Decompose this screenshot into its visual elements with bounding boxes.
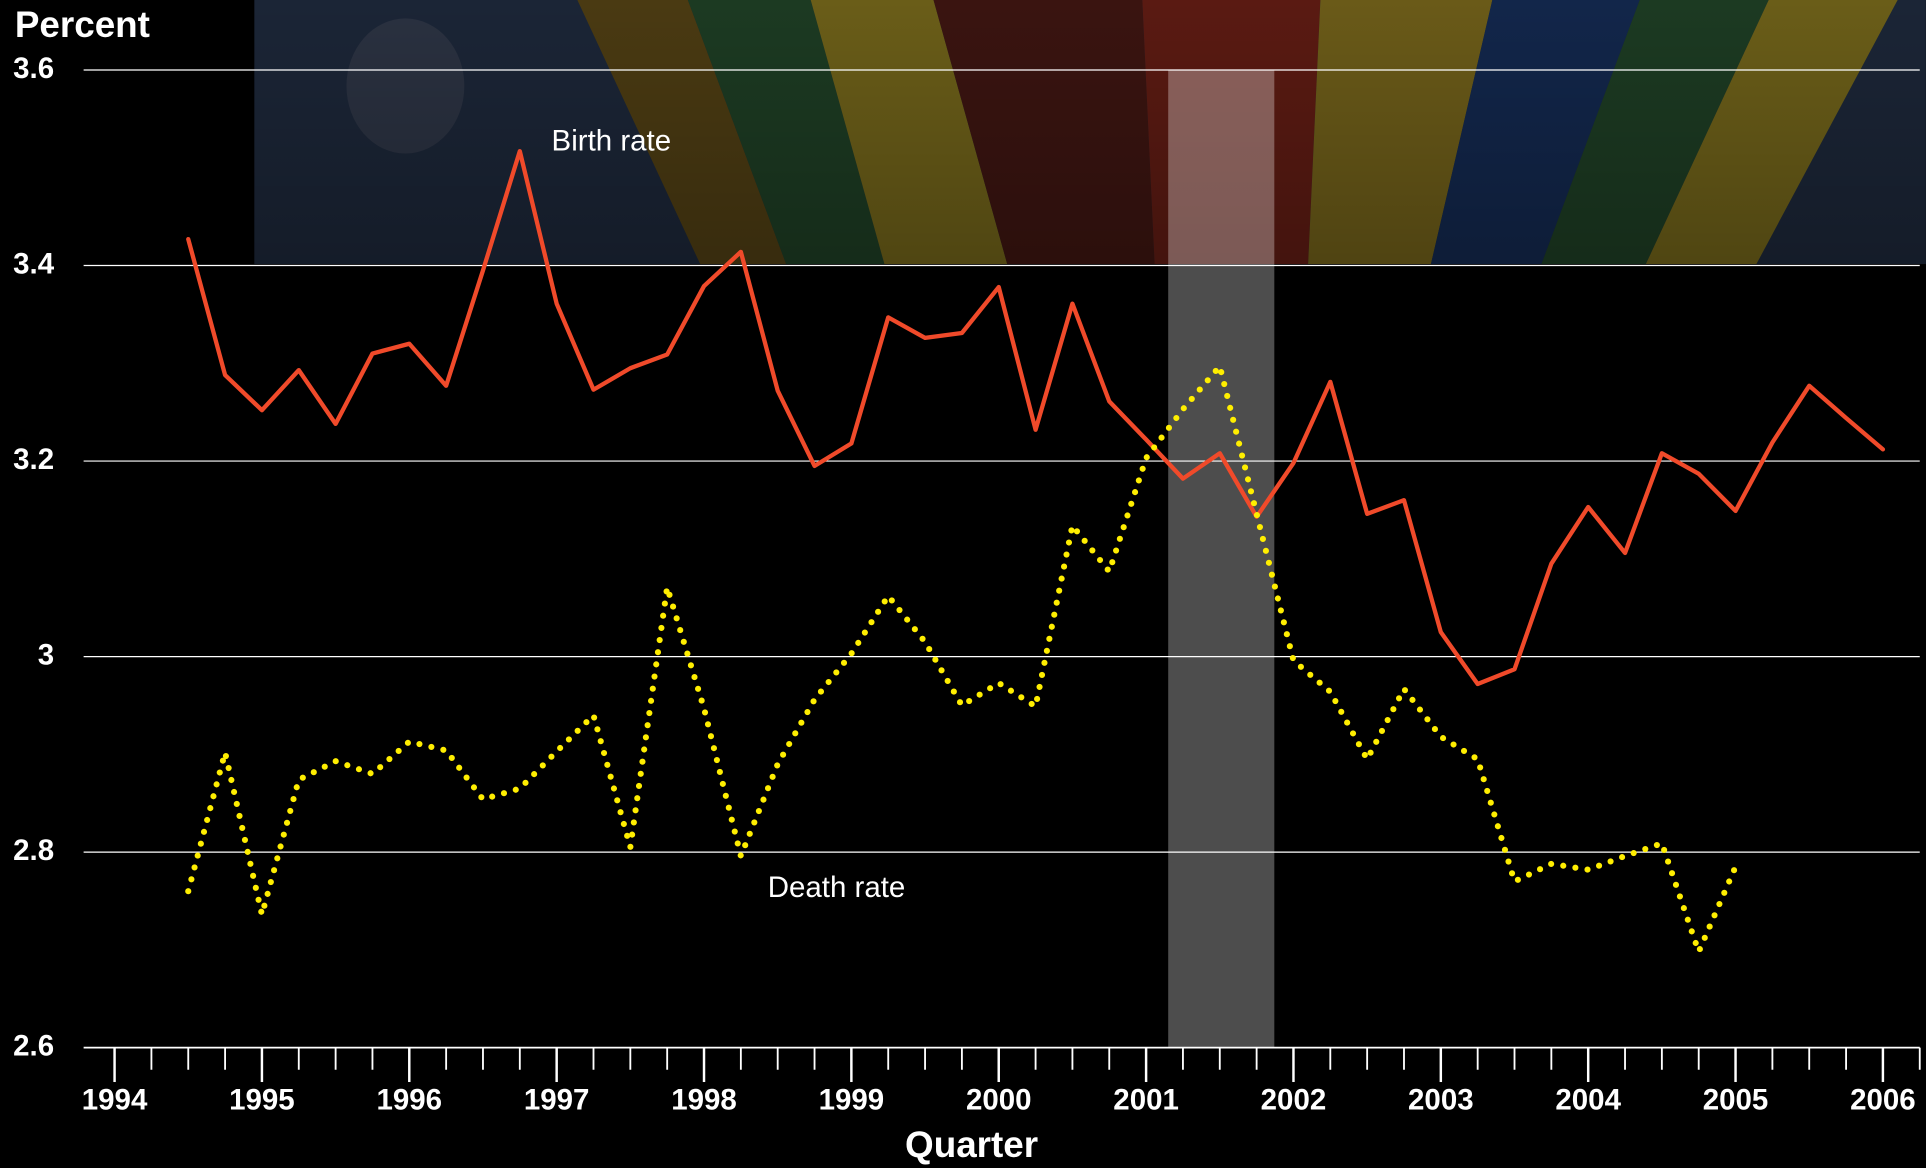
background-photo: [254, 0, 1926, 265]
y-tick-label: 2.6: [13, 1029, 54, 1062]
x-tick-label: 2006: [1850, 1083, 1916, 1116]
y-tick-label: 3.4: [13, 247, 55, 280]
x-tick-label: 2001: [1113, 1083, 1179, 1116]
x-tick-label: 1994: [82, 1083, 148, 1116]
x-tick-label: 2000: [966, 1083, 1032, 1116]
x-tick-label: 1995: [229, 1083, 295, 1116]
series-label: Death rate: [768, 871, 906, 904]
x-axis-title: Quarter: [905, 1124, 1038, 1165]
series-label: Birth rate: [552, 124, 672, 157]
series-line: [186, 149, 1886, 687]
x-tick-label: 2005: [1703, 1083, 1769, 1116]
x-tick-label: 1997: [524, 1083, 590, 1116]
x-tick-label: 2004: [1555, 1083, 1621, 1116]
x-tick-label: 1996: [377, 1083, 443, 1116]
x-tick-label: 2002: [1261, 1083, 1327, 1116]
y-tick-label: 3.2: [13, 443, 54, 476]
recession-band: [1168, 70, 1275, 1048]
y-tick-label: 3.6: [13, 52, 54, 85]
y-tick-label: 2.8: [13, 834, 54, 867]
series-line: [185, 363, 1739, 955]
x-tick-label: 1998: [671, 1083, 737, 1116]
x-tick-label: 1999: [819, 1083, 885, 1116]
x-tick-label: 2003: [1408, 1083, 1474, 1116]
y-tick-label: 3: [38, 638, 54, 671]
y-axis-title: Percent: [15, 4, 150, 45]
